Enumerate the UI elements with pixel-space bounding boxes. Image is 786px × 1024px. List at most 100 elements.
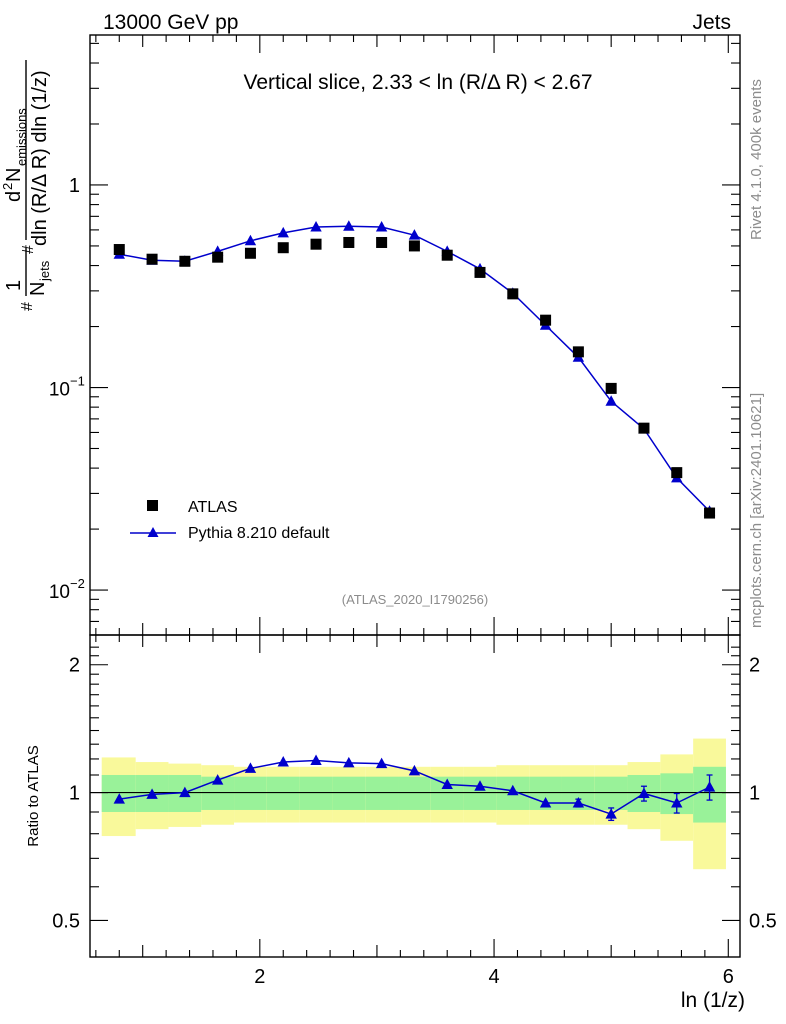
ylabel-denominator: dln (R/Δ R) dln (1/z) xyxy=(29,70,51,246)
header-left: 13000 GeV pp xyxy=(103,11,238,34)
main-y-tick-label: 10 xyxy=(49,582,70,603)
atlas-main-point xyxy=(277,242,289,254)
pythia-ratio-series xyxy=(113,754,716,822)
header-right: Jets xyxy=(692,11,731,34)
ratio-panel-frame xyxy=(89,634,741,958)
pythia-ratio-point xyxy=(179,786,191,798)
legend-pythia-marker xyxy=(147,527,159,537)
pythia-ratio-point xyxy=(244,762,257,773)
pythia-main-point xyxy=(408,229,421,240)
pythia-main-point xyxy=(375,221,388,232)
ratio-y-tick-label-right: 2 xyxy=(749,655,760,677)
pythia-ratio-point xyxy=(146,788,158,799)
atlas-main-point xyxy=(343,236,355,248)
x-tick-label: 4 xyxy=(488,966,499,988)
analysis-tag: (ATLAS_2020_I1790256) xyxy=(342,592,488,607)
ratio-y-tick-label: 1 xyxy=(69,783,80,805)
atlas-main-point xyxy=(113,244,125,256)
pythia-ratio-point xyxy=(572,797,585,808)
ylabel-njets: N xyxy=(27,282,49,296)
pythia-ratio-point xyxy=(211,774,224,785)
pythia-ratio-point xyxy=(605,808,617,819)
atlas-main-point xyxy=(540,314,552,326)
ylabel-hash2: # xyxy=(20,245,37,254)
inner-band-bin xyxy=(234,776,267,810)
ratio-y-axis-label: Ratio to ATLAS xyxy=(25,745,42,846)
ylabel-numerator-sub: emissions xyxy=(14,108,29,166)
pythia-main-point xyxy=(343,220,355,231)
legend-atlas-label: ATLAS xyxy=(188,499,238,516)
main-y-tick-label: 10 xyxy=(49,380,70,401)
atlas-main-point xyxy=(704,507,716,519)
inner-band-bin xyxy=(594,776,628,810)
atlas-main-point xyxy=(638,422,650,434)
x-axis-label: ln (1/z) xyxy=(681,989,745,1012)
atlas-main-series xyxy=(113,236,716,519)
pythia-ratio-point xyxy=(441,778,453,789)
ylabel-prefix: # xyxy=(19,302,36,311)
main-y-axis-label: # 1 N jets # d 2 N emissions dln (R/Δ R)… xyxy=(0,60,52,311)
ratio-y-tick-label-right: 1 xyxy=(749,783,760,805)
atlas-main-point xyxy=(146,253,158,265)
pythia-main-point xyxy=(277,226,289,238)
pythia-ratio-point xyxy=(408,764,421,776)
plot-title: Vertical slice, 2.33 < ln (R/Δ R) < 2.67 xyxy=(243,71,592,94)
ratio-y-tick-label: 0.5 xyxy=(52,910,80,932)
atlas-main-point xyxy=(572,346,584,358)
pythia-main-line xyxy=(119,225,711,512)
ylabel-one: 1 xyxy=(3,280,25,291)
pythia-ratio-point xyxy=(474,780,486,791)
main-panel-frame xyxy=(89,34,741,636)
atlas-main-point xyxy=(376,236,388,248)
atlas-main-point xyxy=(244,247,256,259)
pythia-main-series xyxy=(113,220,716,516)
rivet-label: Rivet 4.1.0, 400k events xyxy=(748,79,765,240)
pythia-ratio-point xyxy=(113,793,125,804)
ratio-y-tick-label-right: 0.5 xyxy=(749,910,777,932)
pythia-ratio-point xyxy=(671,797,683,808)
pythia-ratio-point xyxy=(277,756,289,767)
x-tick-label: 2 xyxy=(254,966,265,988)
pythia-main-point xyxy=(605,395,617,406)
legend-atlas-marker xyxy=(147,500,158,511)
pythia-ratio-point xyxy=(638,787,650,798)
pythia-ratio-point xyxy=(703,781,716,792)
atlas-main-point xyxy=(310,238,322,250)
inner-band-bin xyxy=(266,776,300,810)
legend: ATLAS Pythia 8.210 default xyxy=(130,499,330,542)
main-y-tick-exponent: −2 xyxy=(70,576,85,591)
atlas-main-point xyxy=(179,255,191,267)
inner-band-bin xyxy=(101,774,136,813)
atlas-main-point xyxy=(441,249,453,261)
pythia-ratio-point xyxy=(375,757,388,769)
inner-band-bin xyxy=(299,776,333,810)
ylabel-numerator-sup: 2 xyxy=(0,183,15,190)
atlas-main-point xyxy=(605,382,617,394)
pythia-main-point xyxy=(244,234,257,246)
legend-pythia-label: Pythia 8.210 default xyxy=(188,525,330,542)
atlas-main-point xyxy=(507,288,519,300)
inner-band-bin xyxy=(332,776,366,810)
atlas-main-point xyxy=(408,240,420,252)
pythia-ratio-point xyxy=(539,797,552,808)
pythia-ratio-point xyxy=(310,754,322,765)
atlas-main-point xyxy=(671,467,683,479)
pythia-main-point xyxy=(310,221,322,232)
ylabel-njets-sub: jets xyxy=(37,260,52,282)
ylabel-numerator-d: d xyxy=(3,191,25,202)
uncertainty-bands xyxy=(101,738,726,870)
mcplots-label: mcplots.cern.ch [arXiv:2401.10621] xyxy=(748,393,765,628)
ylabel-numerator-n: N xyxy=(3,168,25,182)
atlas-main-point xyxy=(212,251,224,263)
inner-band-bin xyxy=(365,776,399,810)
main-y-tick-label: 1 xyxy=(69,175,80,197)
ratio-y-tick-label: 2 xyxy=(69,655,80,677)
pythia-ratio-point xyxy=(343,756,355,768)
x-tick-label: 6 xyxy=(723,966,734,988)
inner-band-bin xyxy=(398,776,431,810)
main-y-tick-exponent: −1 xyxy=(70,374,85,389)
atlas-main-point xyxy=(474,266,486,278)
axis-ticks xyxy=(90,35,740,957)
